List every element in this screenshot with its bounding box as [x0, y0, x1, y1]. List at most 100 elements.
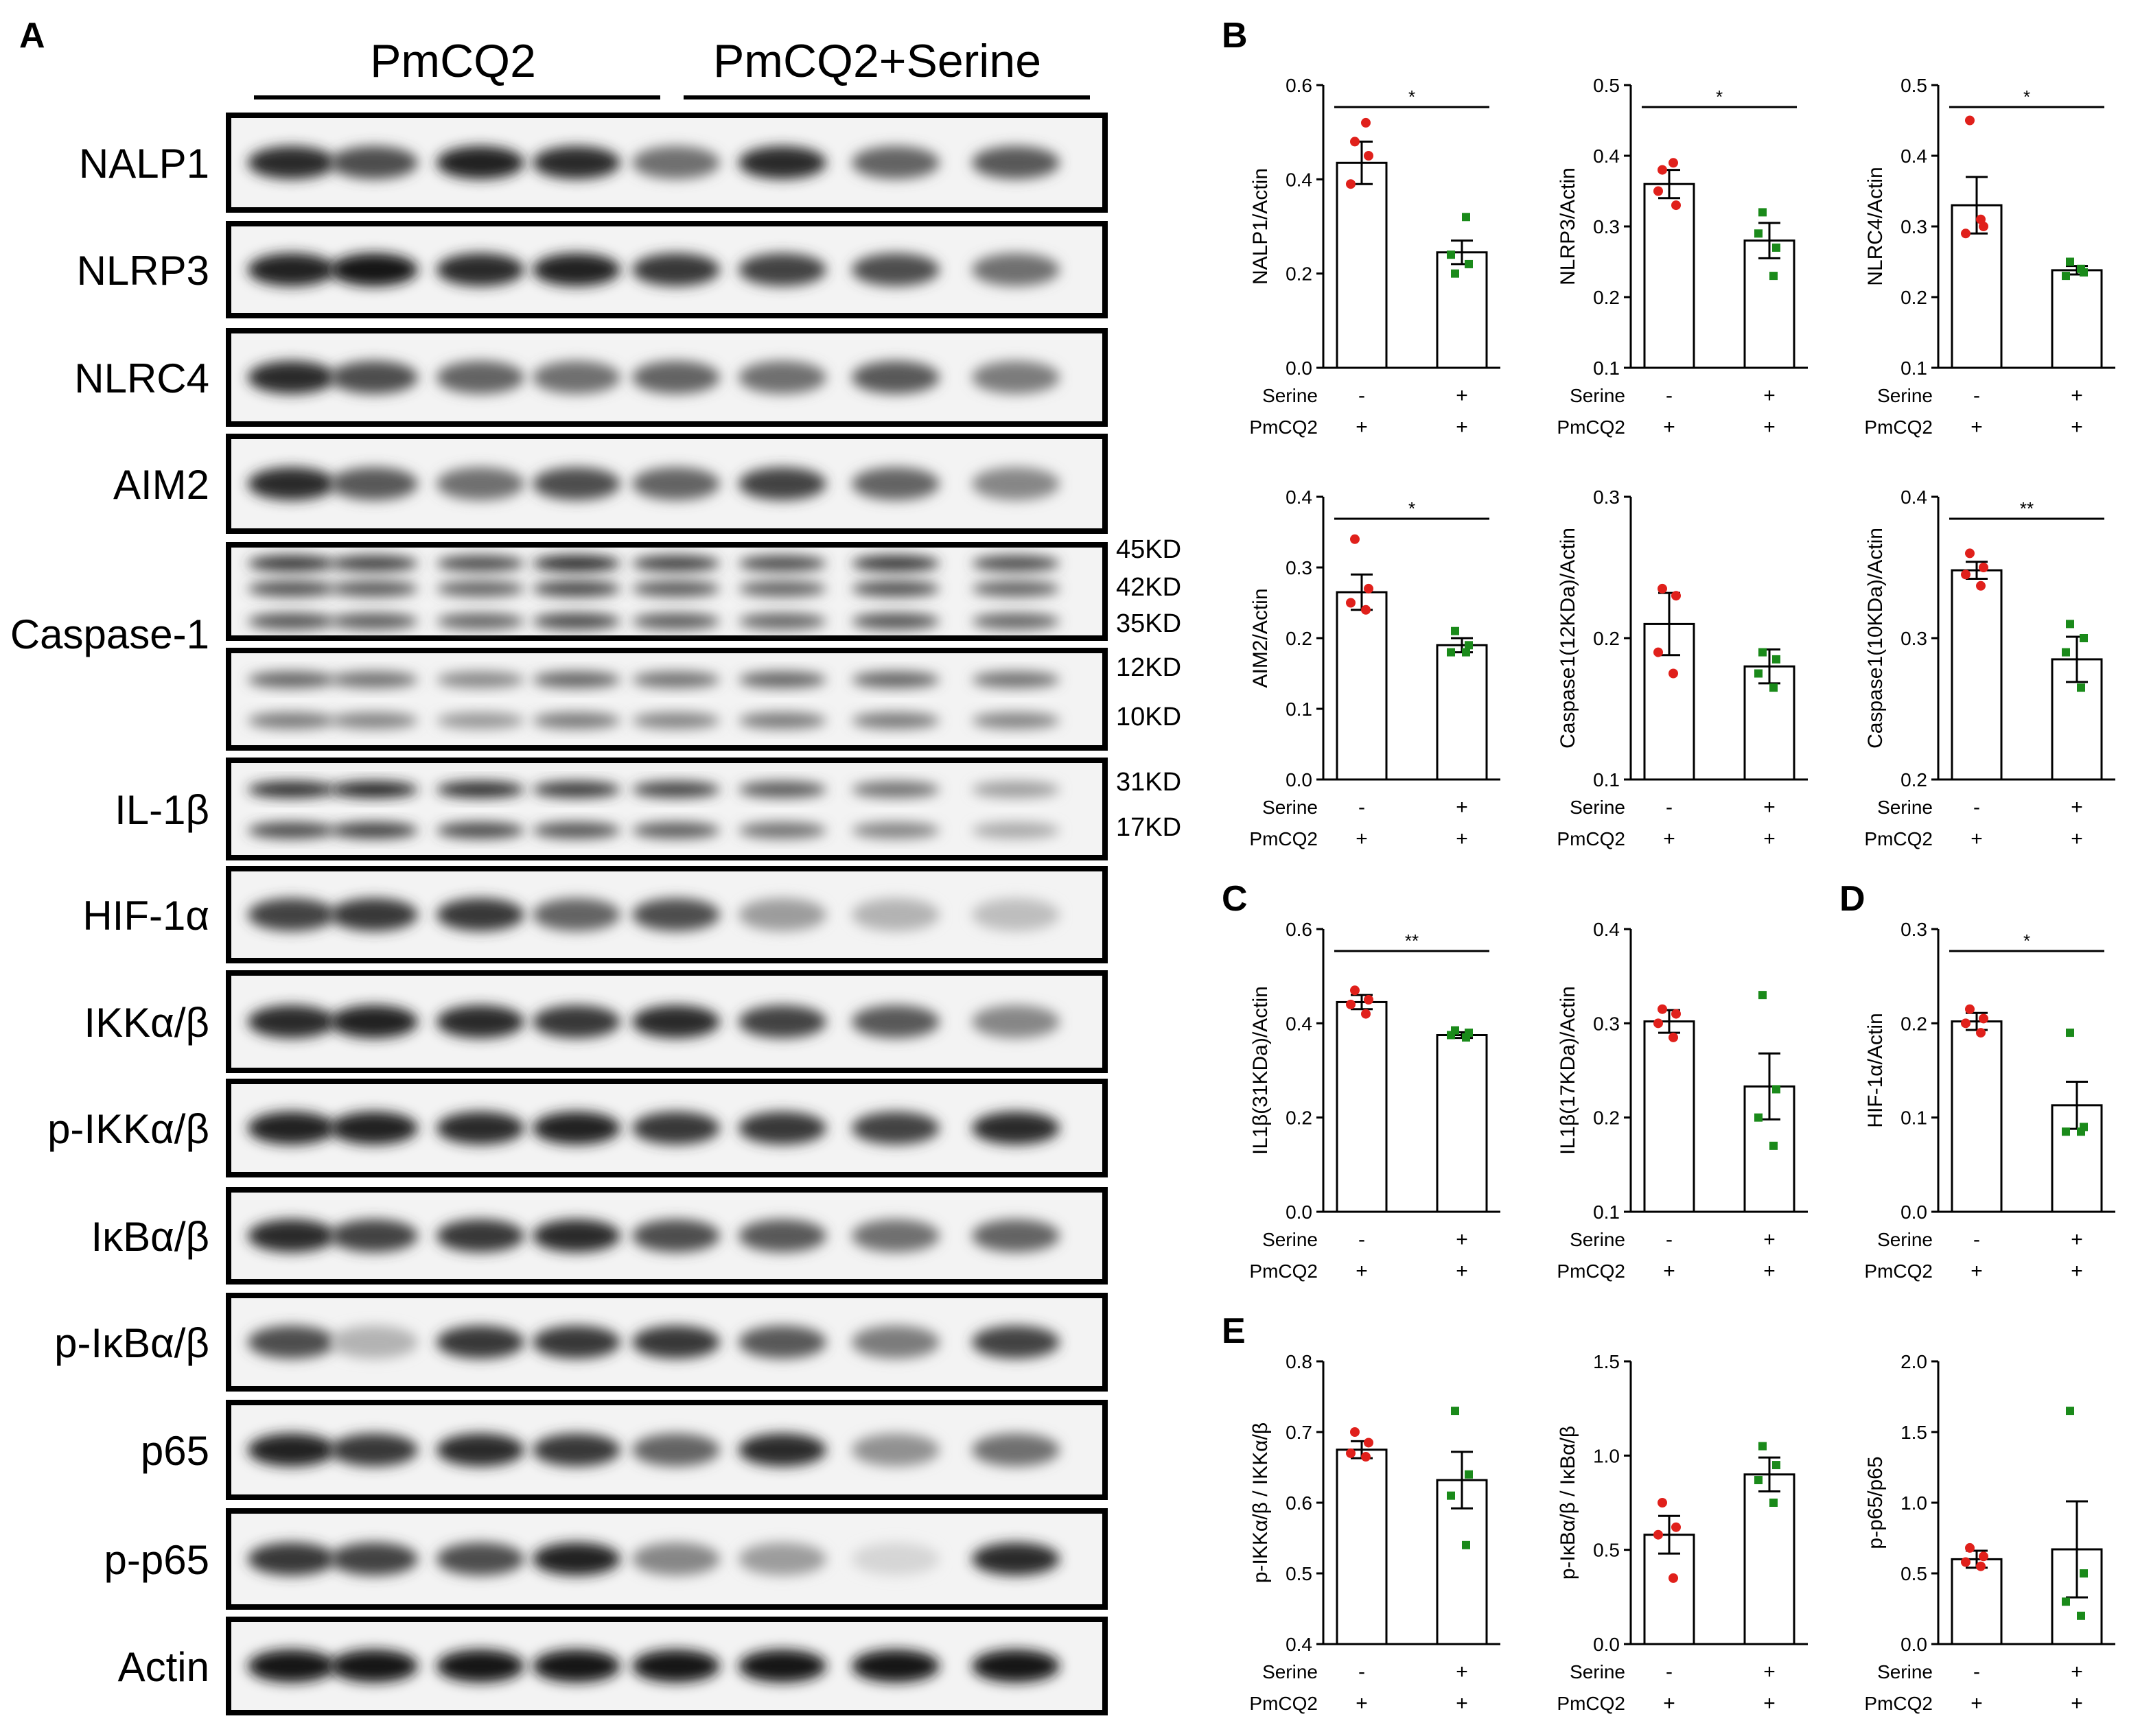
data-point: [1965, 115, 1975, 126]
condition-value: -: [1358, 796, 1365, 819]
data-point: [1772, 655, 1780, 664]
y-tick-label: 0.1: [1593, 357, 1620, 379]
condition-label: Serine: [1877, 797, 1933, 818]
blot-band: [533, 146, 620, 179]
data-point: [1350, 985, 1360, 996]
data-point: [1658, 1498, 1667, 1508]
blot-band: [248, 1433, 336, 1466]
blot-band: [533, 1326, 620, 1359]
condition-value: -: [1973, 1228, 1980, 1251]
blot-band: [852, 1433, 940, 1466]
blot-band: [852, 898, 940, 931]
blot-band: [437, 712, 524, 729]
blot-band: [330, 822, 418, 839]
data-point: [1350, 534, 1360, 544]
blot-band: [739, 253, 826, 286]
blot-band: [739, 712, 826, 729]
data-point: [1350, 1427, 1360, 1437]
blot-band-box: [226, 113, 1108, 213]
y-axis-label: IL1β(17KDa)/Actin: [1557, 986, 1579, 1155]
blot-band: [739, 361, 826, 394]
condition-value: +: [2071, 1260, 2083, 1282]
blot-band: [330, 1219, 418, 1252]
blot-band: [533, 1433, 620, 1466]
kda-marker-label: 17KDa: [1116, 813, 1181, 842]
data-point: [1965, 1004, 1975, 1014]
condition-value: -: [1973, 796, 1980, 819]
condition-value: -: [1666, 796, 1673, 819]
data-point: [1979, 563, 1988, 572]
condition-value: +: [1456, 1228, 1468, 1251]
blot-band: [972, 467, 1060, 500]
blot-band-box: [226, 1187, 1108, 1285]
kda-marker-label: 31KDa: [1116, 768, 1181, 797]
blot-band: [852, 1326, 940, 1359]
error-bar: [1966, 561, 1988, 580]
blot-band: [437, 822, 524, 839]
blot-band: [739, 1005, 826, 1038]
data-point: [1465, 641, 1473, 650]
data-point: [1669, 1032, 1678, 1042]
kda-marker-label: 42KDa: [1116, 573, 1181, 602]
blot-band-box: [226, 328, 1108, 427]
data-point: [1658, 583, 1667, 594]
blot-band-box: [226, 434, 1108, 534]
data-point: [1671, 1522, 1681, 1532]
blot-band: [632, 898, 720, 931]
blot-band: [972, 1219, 1060, 1252]
bar: [1643, 1020, 1695, 1213]
data-point: [1976, 1028, 1986, 1038]
blot-band: [852, 253, 940, 286]
bar-chart: 0.0 0.1 0.2 0.3 0.4 AIM2/Actin * Serine - + PmCQ2 +…: [1249, 486, 1500, 850]
blot-band: [972, 580, 1060, 597]
blot-row-label: HIF-1α: [82, 893, 209, 939]
blot-band: [972, 1650, 1060, 1682]
blot-band: [972, 1543, 1060, 1575]
y-tick-label: 1.5: [1593, 1351, 1620, 1372]
blot-row-label: IL-1β: [115, 787, 209, 833]
y-tick-label: 0.2: [1593, 287, 1620, 308]
blot-band: [972, 146, 1060, 179]
data-point: [2077, 1127, 2085, 1136]
blot-band: [632, 146, 720, 179]
data-point: [1979, 1013, 1988, 1024]
condition-value: +: [1663, 1260, 1675, 1282]
blot-band: [852, 1112, 940, 1145]
data-point: [1361, 1009, 1371, 1019]
blot-band: [248, 1650, 336, 1682]
western-blot-panel: PmCQ2 PmCQ2+Serine NALP1 NLRP3 NLRC4 AIM2 Casp…: [10, 35, 1181, 1715]
y-tick-label: 0.0: [1286, 357, 1312, 379]
blot-band: [632, 467, 720, 500]
data-point: [1451, 626, 1459, 635]
blot-band: [248, 1543, 336, 1575]
data-point: [1754, 1113, 1763, 1122]
blot-band: [533, 671, 620, 688]
blot-band: [330, 253, 418, 286]
blot-band: [533, 1543, 620, 1575]
condition-value: +: [1456, 384, 1468, 407]
y-tick-label: 0.4: [1286, 486, 1312, 508]
condition-label: Serine: [1570, 1661, 1625, 1682]
condition-value: +: [1663, 828, 1675, 850]
blot-band-box: [226, 1293, 1108, 1392]
blot-band: [533, 1112, 620, 1145]
bar-chart: 0.0 0.5 1.0 1.5 2.0 p-p65/p65 Serine - + PmCQ2 + +: [1864, 1351, 2115, 1715]
blot-row-label: IKKα/β: [84, 1000, 209, 1046]
data-point: [1447, 1031, 1455, 1040]
y-axis-label: AIM2/Actin: [1249, 588, 1272, 688]
blot-band: [248, 1005, 336, 1038]
blot-band: [533, 253, 620, 286]
blot-band: [739, 1543, 826, 1575]
data-point: [1658, 1004, 1667, 1014]
data-point: [1754, 1476, 1763, 1485]
data-point: [1769, 683, 1778, 692]
blot-band: [533, 1005, 620, 1038]
condition-value: +: [1456, 828, 1468, 850]
blot-band: [437, 1219, 524, 1252]
y-axis-label: p-p65/p65: [1864, 1456, 1887, 1549]
blot-band: [739, 613, 826, 630]
significance-marker: *: [1716, 86, 1723, 107]
condition-value: +: [1763, 796, 1776, 819]
blot-band: [852, 361, 940, 394]
blot-band: [248, 361, 336, 394]
